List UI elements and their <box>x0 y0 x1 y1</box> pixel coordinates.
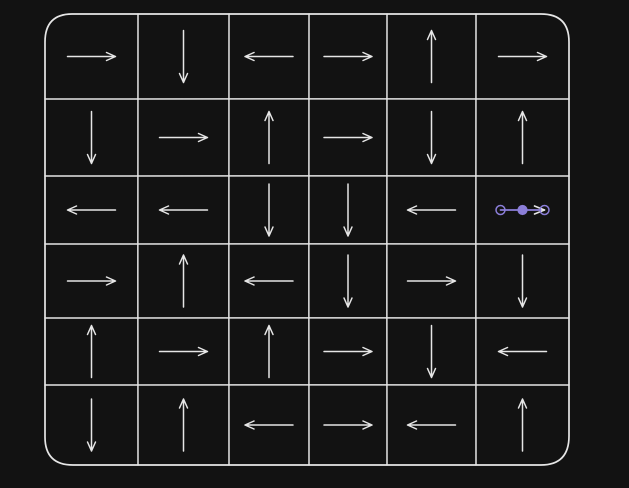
arrow-down-icon[interactable] <box>86 110 97 165</box>
resize-handle-icon[interactable] <box>539 204 550 216</box>
arrow-right-icon[interactable] <box>323 132 373 143</box>
arrow-down-icon[interactable] <box>426 324 437 379</box>
rounded-border <box>44 13 570 466</box>
arrow-right-icon[interactable] <box>66 51 117 62</box>
arrow-up-icon[interactable] <box>178 398 189 452</box>
arrow-right-icon[interactable] <box>323 51 373 62</box>
arrow-left-icon[interactable] <box>244 420 294 430</box>
arrow-right-icon[interactable] <box>158 346 209 357</box>
arrow-down-icon[interactable] <box>517 254 528 308</box>
arrow-cells <box>66 29 548 452</box>
arrow-down-icon[interactable] <box>86 398 97 452</box>
arrow-up-icon[interactable] <box>86 324 97 379</box>
arrow-left-icon[interactable] <box>244 51 294 62</box>
grid-row-divider <box>44 174 570 178</box>
grid-frame <box>44 13 570 466</box>
arrow-up-icon[interactable] <box>264 110 274 165</box>
arrow-right-icon[interactable] <box>497 51 548 62</box>
arrow-left-icon[interactable] <box>66 205 117 215</box>
midpoint-handle-icon[interactable] <box>517 204 528 216</box>
grid-column-divider <box>136 13 140 466</box>
arrow-down-icon[interactable] <box>426 110 437 165</box>
arrow-up-icon[interactable] <box>178 254 189 308</box>
grid-column-divider <box>227 13 231 466</box>
arrow-left-icon[interactable] <box>497 346 548 357</box>
arrow-left-icon[interactable] <box>158 205 209 215</box>
arrow-right-icon[interactable] <box>66 276 117 286</box>
arrow-left-icon[interactable] <box>406 420 457 430</box>
arrow-down-icon[interactable] <box>343 183 353 237</box>
grid-column-divider <box>385 13 389 466</box>
arrow-right-icon[interactable] <box>406 276 457 286</box>
arrow-right-icon[interactable] <box>323 346 373 357</box>
arrow-up-icon[interactable] <box>517 110 528 165</box>
arrow-left-icon[interactable] <box>406 205 457 215</box>
arrow-right-icon[interactable] <box>158 132 209 143</box>
grid-lines <box>44 13 570 466</box>
grid-row-divider <box>44 383 570 387</box>
grid-row-divider <box>44 316 570 320</box>
arrow-down-icon[interactable] <box>178 29 189 84</box>
grid-column-divider <box>307 13 311 466</box>
arrow-right-icon[interactable] <box>323 420 373 430</box>
arrow-up-icon[interactable] <box>264 324 274 379</box>
grid-row-divider <box>44 97 570 101</box>
grid-column-divider <box>474 13 478 466</box>
grid-row-divider <box>44 242 570 246</box>
arrow-down-icon[interactable] <box>343 254 353 308</box>
arrow-up-icon[interactable] <box>517 398 528 452</box>
arrow-left-icon[interactable] <box>244 276 294 286</box>
arrow-down-icon[interactable] <box>264 183 274 237</box>
selected-arrow-head-icon[interactable] <box>533 205 546 215</box>
selection-overlay[interactable] <box>495 204 550 216</box>
arrow-up-icon[interactable] <box>426 29 437 84</box>
resize-handle-icon[interactable] <box>495 204 506 216</box>
